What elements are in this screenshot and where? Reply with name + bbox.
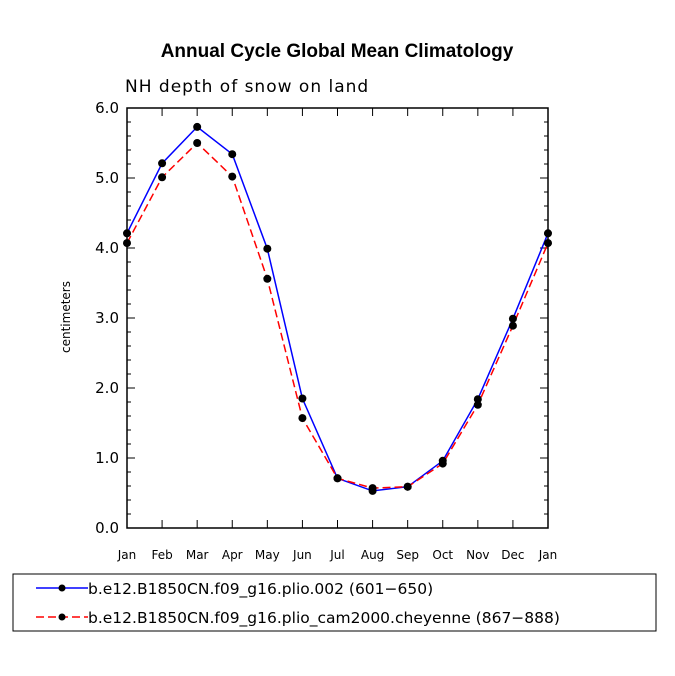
x-tick-label: Jan [538,548,558,562]
x-tick-label: May [255,548,280,562]
data-point-1 [333,474,342,483]
y-axis-label: centimeters [59,281,73,353]
y-tick-label: 0.0 [95,519,119,537]
x-tick-label: Dec [501,548,524,562]
y-tick-label: 3.0 [95,309,119,327]
legend-marker-blue [58,584,66,592]
data-point-1 [298,414,307,423]
series-line-0 [126,125,549,492]
y-tick-label: 4.0 [95,239,119,257]
data-point-1 [263,274,272,283]
chart-title: Annual Cycle Global Mean Climatology [161,41,514,62]
x-tick-label: Sep [396,548,419,562]
data-point-1 [368,484,377,493]
legend: b.e12.B1850CN.f09_g16.plio.002 (601−650)… [12,573,657,632]
data-point-0 [473,395,482,404]
data-point-1 [193,139,202,147]
y-tick-label: 5.0 [95,169,119,187]
axes: 0.0 1.0 2.0 3.0 4.0 5.0 6.0 Jan Feb Mar Apr May Jun J… [95,99,557,562]
data-point-0 [263,244,272,253]
x-tick-label: Jan [117,548,137,562]
x-tick-label: Oct [432,548,453,562]
series [123,122,552,495]
series-line-1 [126,141,549,489]
y-tick-label: 1.0 [95,449,119,467]
data-point-1 [158,173,167,182]
y-tick-label: 6.0 [95,99,119,117]
legend-label-red: b.e12.B1850CN.f09_g16.plio_cam2000.cheye… [88,609,560,628]
data-point-0 [193,122,202,131]
data-point-0 [228,150,237,159]
data-point-1 [438,459,447,468]
data-point-0 [298,394,307,403]
x-tick-label: Mar [186,548,209,562]
y-tick-label: 2.0 [95,379,119,397]
chart-subtitle: NH depth of snow on land [125,77,369,97]
x-tick-label: Jun [292,548,312,562]
x-tick-label: Aug [361,548,384,562]
data-point-1 [508,321,517,330]
legend-label-blue: b.e12.B1850CN.f09_g16.plio.002 (601−650) [88,580,433,599]
data-point-1 [228,172,237,181]
plot-frame [126,107,549,529]
x-tick-label: Jul [329,548,344,562]
x-tick-label: Feb [151,548,172,562]
data-point-0 [508,314,517,323]
x-tick-label: Apr [222,548,243,562]
data-point-1 [473,400,482,409]
legend-box [12,573,657,632]
x-tick-label: Nov [466,548,489,562]
data-point-1 [403,482,412,491]
data-point-0 [158,159,167,168]
legend-marker-red [58,613,66,621]
